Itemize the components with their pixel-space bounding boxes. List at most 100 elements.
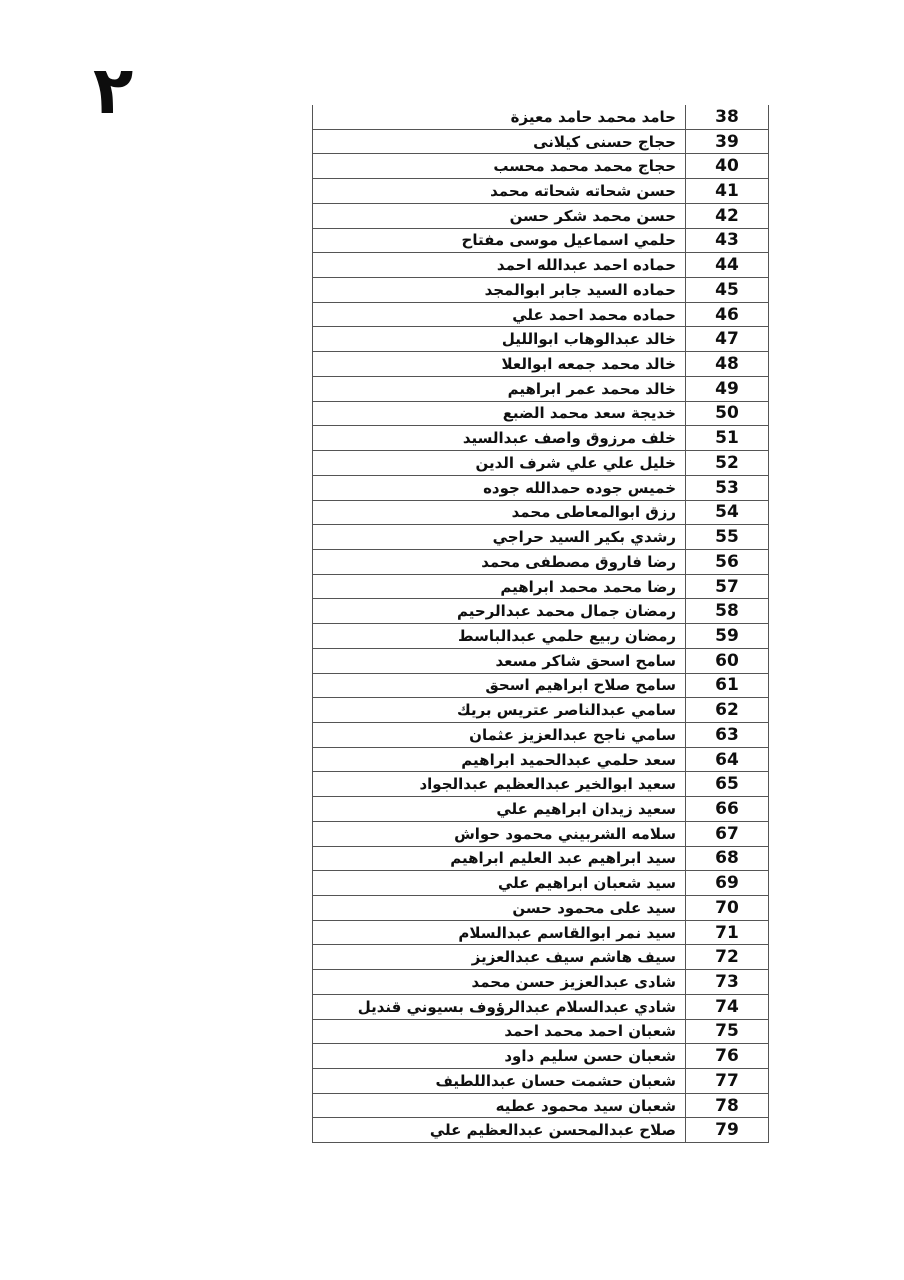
serial-cell: 50 bbox=[685, 401, 769, 426]
name-cell: شعبان حسن سليم داود bbox=[312, 1044, 685, 1069]
serial-cell: 38 bbox=[685, 105, 769, 129]
serial-cell: 71 bbox=[685, 920, 769, 945]
serial-cell: 51 bbox=[685, 426, 769, 451]
table-row: 42 حسن محمد شكر حسن bbox=[312, 203, 769, 229]
serial-cell: 68 bbox=[685, 846, 769, 871]
name-cell: خميس جوده حمدالله جوده bbox=[312, 475, 685, 500]
serial-cell: 79 bbox=[685, 1118, 769, 1143]
serial-cell: 41 bbox=[685, 179, 769, 203]
name-cell: حسن شحاته شحاته محمد bbox=[312, 179, 685, 203]
table-row: 43 حلمي اسماعيل موسى مفتاح bbox=[312, 228, 769, 254]
table-row: 79 صلاح عبدالمحسن عبدالعظيم علي bbox=[312, 1118, 769, 1144]
table-row: 50 خديجة سعد محمد الضبع bbox=[312, 401, 769, 427]
serial-cell: 66 bbox=[685, 797, 769, 821]
name-cell: حماده السيد جابر ابوالمجد bbox=[312, 278, 685, 302]
name-cell: شعبان حشمت حسان عبداللطيف bbox=[312, 1069, 685, 1093]
serial-cell: 65 bbox=[685, 772, 769, 797]
name-cell: حامد محمد حامد معيزة bbox=[312, 105, 685, 129]
serial-cell: 78 bbox=[685, 1093, 769, 1118]
serial-cell: 42 bbox=[685, 203, 769, 228]
table-row: 74 شادي عبدالسلام عبدالرؤوف بسيوني قنديل bbox=[312, 994, 769, 1020]
name-cell: سلامه الشربيني محمود حواش bbox=[312, 821, 685, 846]
serial-cell: 59 bbox=[685, 624, 769, 648]
serial-cell: 70 bbox=[685, 896, 769, 920]
table-row: 63 سامي ناجح عبدالعزيز عثمان bbox=[312, 722, 769, 748]
name-cell: رمضان جمال محمد عبدالرحيم bbox=[312, 599, 685, 624]
table-row: 41 حسن شحاته شحاته محمد bbox=[312, 179, 769, 204]
name-cell: رمضان ربيع حلمي عبدالباسط bbox=[312, 624, 685, 648]
serial-cell: 60 bbox=[685, 648, 769, 673]
name-cell: سيد ابراهيم عبد العليم ابراهيم bbox=[312, 846, 685, 871]
table-row: 73 شادى عبدالعزيز حسن محمد bbox=[312, 970, 769, 995]
table-row: 59 رمضان ربيع حلمي عبدالباسط bbox=[312, 624, 769, 649]
name-cell: سيد نمر ابوالقاسم عبدالسلام bbox=[312, 920, 685, 945]
name-cell: حماده احمد عبدالله احمد bbox=[312, 253, 685, 278]
name-cell: سعيد زيدان ابراهيم علي bbox=[312, 797, 685, 821]
table-row: 47 خالد عبدالوهاب ابوالليل bbox=[312, 327, 769, 353]
serial-cell: 47 bbox=[685, 327, 769, 352]
name-cell: سيد شعبان ابراهيم علي bbox=[312, 871, 685, 895]
name-cell: رضا محمد محمد ابراهيم bbox=[312, 574, 685, 599]
serial-cell: 62 bbox=[685, 698, 769, 722]
table-row: 57 رضا محمد محمد ابراهيم bbox=[312, 574, 769, 600]
table-row: 75 شعبان احمد محمد احمد bbox=[312, 1019, 769, 1045]
serial-cell: 76 bbox=[685, 1044, 769, 1069]
name-cell: حجاج محمد محمد محسب bbox=[312, 154, 685, 179]
table-row: 56 رضا فاروق مصطفى محمد bbox=[312, 549, 769, 575]
table-row: 40 حجاج محمد محمد محسب bbox=[312, 154, 769, 180]
serial-cell: 57 bbox=[685, 574, 769, 599]
table-row: 65 سعيد ابوالخير عبدالعظيم عبدالجواد bbox=[312, 772, 769, 798]
name-cell: شادي عبدالسلام عبدالرؤوف بسيوني قنديل bbox=[312, 994, 685, 1019]
table-row: 51 خلف مرزوق واصف عبدالسيد bbox=[312, 426, 769, 452]
name-cell: خلف مرزوق واصف عبدالسيد bbox=[312, 426, 685, 451]
table-row: 53 خميس جوده حمدالله جوده bbox=[312, 475, 769, 501]
name-cell: سامي عبدالناصر عتريس بريك bbox=[312, 698, 685, 722]
table-row: 70 سيد على محمود حسن bbox=[312, 896, 769, 921]
table-row: 61 سامح صلاح ابراهيم اسحق bbox=[312, 673, 769, 699]
table-row: 55 رشدي بكير السيد حراجي bbox=[312, 525, 769, 550]
name-cell: سيد على محمود حسن bbox=[312, 896, 685, 920]
table-row: 38 حامد محمد حامد معيزة bbox=[312, 105, 769, 130]
name-cell: سيف هاشم سيف عبدالعزيز bbox=[312, 945, 685, 970]
table-row: 54 رزق ابوالمعاطى محمد bbox=[312, 500, 769, 526]
serial-cell: 39 bbox=[685, 129, 769, 154]
table-row: 78 شعبان سيد محمود عطيه bbox=[312, 1093, 769, 1119]
serial-cell: 69 bbox=[685, 871, 769, 895]
name-cell: رزق ابوالمعاطى محمد bbox=[312, 500, 685, 525]
serial-cell: 49 bbox=[685, 376, 769, 401]
serial-cell: 63 bbox=[685, 722, 769, 747]
name-cell: شادى عبدالعزيز حسن محمد bbox=[312, 970, 685, 994]
table-row: 64 سعد حلمي عبدالحميد ابراهيم bbox=[312, 747, 769, 773]
table-row: 71 سيد نمر ابوالقاسم عبدالسلام bbox=[312, 920, 769, 946]
serial-cell: 72 bbox=[685, 945, 769, 970]
name-cell: سعد حلمي عبدالحميد ابراهيم bbox=[312, 747, 685, 772]
name-cell: خالد محمد جمعه ابوالعلا bbox=[312, 352, 685, 376]
serial-cell: 73 bbox=[685, 970, 769, 994]
serial-cell: 56 bbox=[685, 549, 769, 574]
table-row: 49 خالد محمد عمر ابراهيم bbox=[312, 376, 769, 402]
name-cell: سعيد ابوالخير عبدالعظيم عبدالجواد bbox=[312, 772, 685, 797]
name-cell: خديجة سعد محمد الضبع bbox=[312, 401, 685, 426]
name-cell: صلاح عبدالمحسن عبدالعظيم علي bbox=[312, 1118, 685, 1143]
table-row: 69 سيد شعبان ابراهيم علي bbox=[312, 871, 769, 896]
table-row: 72 سيف هاشم سيف عبدالعزيز bbox=[312, 945, 769, 971]
serial-cell: 77 bbox=[685, 1069, 769, 1093]
serial-cell: 64 bbox=[685, 747, 769, 772]
serial-cell: 45 bbox=[685, 278, 769, 302]
name-cell: خالد عبدالوهاب ابوالليل bbox=[312, 327, 685, 352]
table-row: 76 شعبان حسن سليم داود bbox=[312, 1044, 769, 1070]
name-cell: سامح اسحق شاكر مسعد bbox=[312, 648, 685, 673]
name-cell: حماده محمد احمد علي bbox=[312, 302, 685, 327]
page-number: ٢ bbox=[93, 52, 134, 129]
table-row: 62 سامي عبدالناصر عتريس بريك bbox=[312, 698, 769, 723]
name-cell: خليل علي علي شرف الدين bbox=[312, 451, 685, 475]
serial-cell: 43 bbox=[685, 228, 769, 253]
serial-cell: 54 bbox=[685, 500, 769, 525]
name-cell: حلمي اسماعيل موسى مفتاح bbox=[312, 228, 685, 253]
serial-cell: 55 bbox=[685, 525, 769, 549]
serial-cell: 74 bbox=[685, 994, 769, 1019]
serial-cell: 52 bbox=[685, 451, 769, 475]
name-cell: حسن محمد شكر حسن bbox=[312, 203, 685, 228]
serial-cell: 67 bbox=[685, 821, 769, 846]
